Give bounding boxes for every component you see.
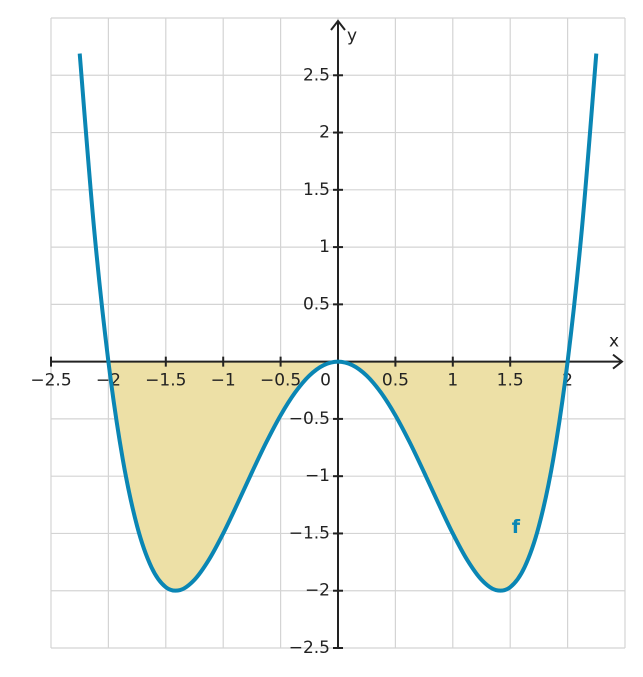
x-tick-label: 2 (562, 371, 573, 391)
x-axis-arrow (612, 353, 624, 370)
y-tick-label: −1 (305, 466, 330, 486)
x-tick-label: −1.5 (145, 371, 186, 391)
y-tick-label: 1.5 (303, 180, 330, 200)
curve-label: f (512, 516, 521, 538)
y-tick-label: −1.5 (289, 523, 330, 543)
x-tick-label: 1.5 (497, 371, 524, 391)
y-tick-label: −2 (305, 581, 330, 601)
x-tick-label: −2.5 (30, 371, 71, 391)
y-tick-label: −0.5 (289, 409, 330, 429)
x-tick-label: 0 (320, 371, 331, 391)
x-axis-label: x (609, 332, 619, 352)
y-tick-label: 2.5 (303, 65, 330, 85)
y-tick-label: 0.5 (303, 294, 330, 314)
y-tick-label: 2 (319, 123, 330, 143)
x-tick-label: −0.5 (260, 371, 301, 391)
y-tick-label: 1 (319, 237, 330, 257)
y-axis-label: y (347, 26, 357, 46)
y-tick-label: −2.5 (289, 638, 330, 658)
x-tick-label: −2 (96, 371, 121, 391)
x-tick-label: 0.5 (382, 371, 409, 391)
x-tick-label: −1 (211, 371, 236, 391)
y-axis-arrow (330, 19, 346, 31)
x-tick-label: 1 (447, 371, 458, 391)
curve (77, 53, 599, 593)
